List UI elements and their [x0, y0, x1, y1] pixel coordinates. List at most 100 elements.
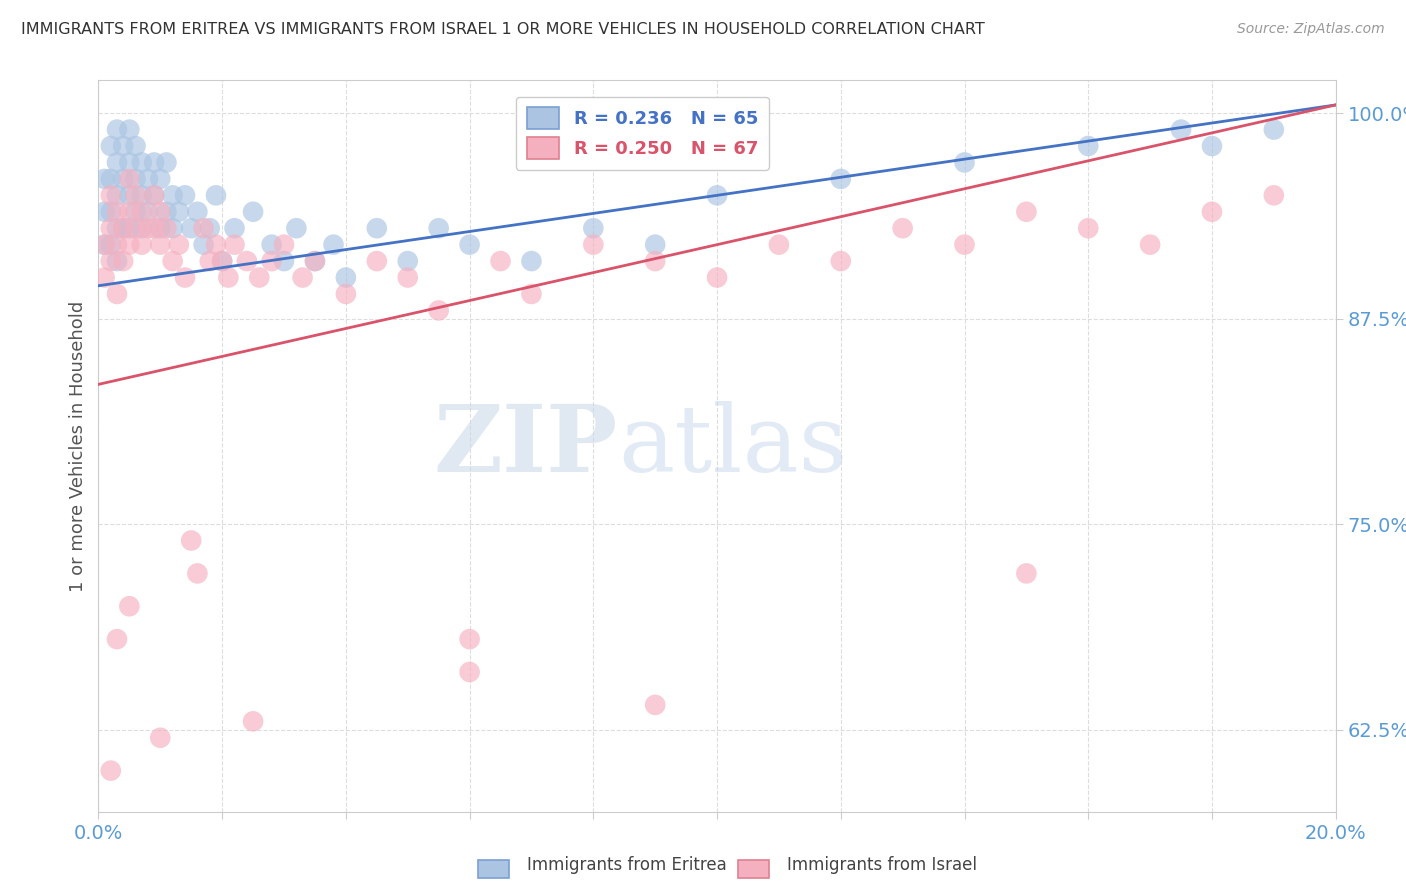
Point	[582, 237, 605, 252]
Point	[100, 139, 122, 153]
Point	[242, 204, 264, 219]
Point	[706, 188, 728, 202]
Point	[174, 188, 197, 202]
Point	[335, 270, 357, 285]
Y-axis label: 1 or more Vehicles in Household: 1 or more Vehicles in Household	[69, 301, 87, 591]
Point	[1201, 139, 1223, 153]
Point	[131, 237, 153, 252]
Point	[304, 254, 326, 268]
Point	[124, 221, 146, 235]
Point	[136, 221, 159, 235]
Point	[105, 204, 128, 219]
Point	[100, 221, 122, 235]
Point	[112, 254, 135, 268]
Point	[162, 221, 184, 235]
Point	[143, 188, 166, 202]
Point	[118, 155, 141, 169]
Point	[124, 188, 146, 202]
Point	[155, 204, 177, 219]
Point	[396, 254, 419, 268]
Point	[93, 237, 115, 252]
Point	[118, 237, 141, 252]
Point	[768, 237, 790, 252]
Point	[112, 221, 135, 235]
Point	[118, 172, 141, 186]
Point	[211, 254, 233, 268]
Point	[193, 237, 215, 252]
Point	[582, 221, 605, 235]
Point	[100, 204, 122, 219]
Point	[458, 632, 481, 647]
Point	[242, 714, 264, 729]
Point	[105, 155, 128, 169]
Point	[366, 221, 388, 235]
Text: ZIP: ZIP	[434, 401, 619, 491]
Point	[193, 221, 215, 235]
Point	[105, 237, 128, 252]
Point	[198, 221, 221, 235]
Point	[489, 254, 512, 268]
Point	[174, 270, 197, 285]
Point	[644, 254, 666, 268]
Point	[366, 254, 388, 268]
Point	[205, 237, 228, 252]
Point	[205, 188, 228, 202]
Point	[149, 221, 172, 235]
Point	[118, 599, 141, 614]
Text: atlas: atlas	[619, 401, 848, 491]
Point	[180, 221, 202, 235]
Point	[136, 172, 159, 186]
Point	[260, 254, 283, 268]
Point	[1263, 188, 1285, 202]
Point	[1201, 204, 1223, 219]
Point	[224, 237, 246, 252]
Point	[520, 287, 543, 301]
Point	[520, 254, 543, 268]
Point	[458, 665, 481, 679]
Point	[143, 188, 166, 202]
Point	[93, 172, 115, 186]
Point	[105, 254, 128, 268]
Point	[198, 254, 221, 268]
Point	[131, 221, 153, 235]
Point	[953, 237, 976, 252]
Point	[335, 287, 357, 301]
Point	[162, 188, 184, 202]
Point	[644, 237, 666, 252]
Point	[1263, 122, 1285, 136]
Point	[112, 139, 135, 153]
Point	[830, 254, 852, 268]
Point	[112, 172, 135, 186]
Point	[105, 221, 128, 235]
Point	[149, 237, 172, 252]
Point	[93, 270, 115, 285]
Point	[162, 254, 184, 268]
Point	[180, 533, 202, 548]
Point	[1015, 204, 1038, 219]
Point	[131, 155, 153, 169]
Point	[100, 764, 122, 778]
Text: Source: ZipAtlas.com: Source: ZipAtlas.com	[1237, 22, 1385, 37]
Point	[953, 155, 976, 169]
Point	[236, 254, 259, 268]
Point	[105, 122, 128, 136]
Point	[100, 254, 122, 268]
Text: IMMIGRANTS FROM ERITREA VS IMMIGRANTS FROM ISRAEL 1 OR MORE VEHICLES IN HOUSEHOL: IMMIGRANTS FROM ERITREA VS IMMIGRANTS FR…	[21, 22, 984, 37]
Point	[143, 155, 166, 169]
Point	[186, 204, 208, 219]
Point	[105, 188, 128, 202]
Point	[224, 221, 246, 235]
Point	[131, 188, 153, 202]
Point	[112, 221, 135, 235]
Point	[1139, 237, 1161, 252]
Point	[143, 221, 166, 235]
Point	[118, 122, 141, 136]
Point	[247, 270, 270, 285]
Point	[891, 221, 914, 235]
Point	[427, 221, 450, 235]
Point	[136, 204, 159, 219]
Point	[1077, 221, 1099, 235]
Point	[118, 188, 141, 202]
Point	[149, 731, 172, 745]
Point	[427, 303, 450, 318]
